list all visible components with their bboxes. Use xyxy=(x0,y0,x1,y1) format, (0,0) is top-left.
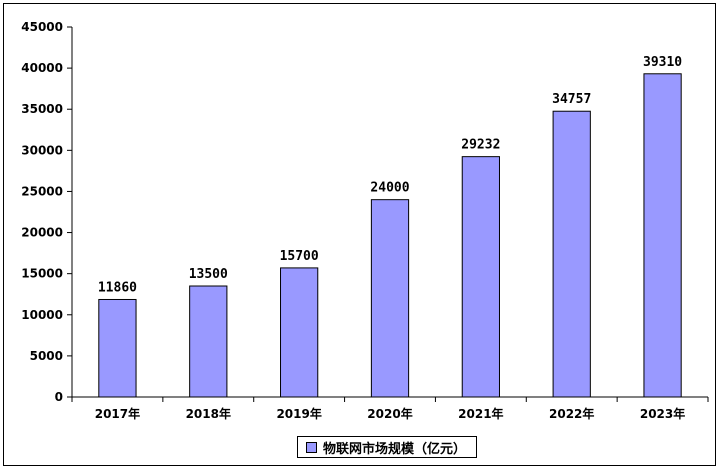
bar xyxy=(461,156,500,398)
legend-swatch xyxy=(306,441,317,453)
y-tick-label: 0 xyxy=(55,390,63,404)
y-tick-label: 25000 xyxy=(21,184,63,198)
x-tick-label: 2017年 xyxy=(95,406,140,421)
y-tick-label: 15000 xyxy=(21,267,63,281)
bar xyxy=(643,73,682,398)
bar xyxy=(98,298,137,398)
bar xyxy=(370,199,410,398)
x-tick-label: 2019年 xyxy=(276,406,321,421)
data-label: 24000 xyxy=(370,181,409,196)
data-label: 39310 xyxy=(643,55,682,70)
bar xyxy=(552,110,591,398)
y-tick-label: 35000 xyxy=(21,102,63,116)
legend: 物联网市场规模（亿元） xyxy=(297,436,478,458)
y-tick-label: 45000 xyxy=(21,20,63,34)
bar xyxy=(280,267,319,398)
x-tick-label: 2020年 xyxy=(367,406,412,421)
y-tick-label: 30000 xyxy=(21,143,63,157)
data-label: 15700 xyxy=(280,249,319,264)
data-label: 11860 xyxy=(98,280,137,295)
x-tick-label: 2022年 xyxy=(549,406,594,421)
x-tick-label: 2021年 xyxy=(458,406,503,421)
y-tick-label: 20000 xyxy=(21,226,63,240)
data-label: 34757 xyxy=(552,92,591,107)
legend-label: 物联网市场规模（亿元） xyxy=(323,441,467,457)
bar xyxy=(189,285,228,398)
x-tick-label: 2023年 xyxy=(640,406,685,421)
x-tick-label: 2018年 xyxy=(186,406,231,421)
y-tick-label: 40000 xyxy=(21,61,63,75)
y-tick-label: 10000 xyxy=(21,308,63,322)
data-label: 13500 xyxy=(189,267,228,282)
data-label: 29232 xyxy=(461,138,500,153)
y-tick-label: 5000 xyxy=(30,349,63,363)
